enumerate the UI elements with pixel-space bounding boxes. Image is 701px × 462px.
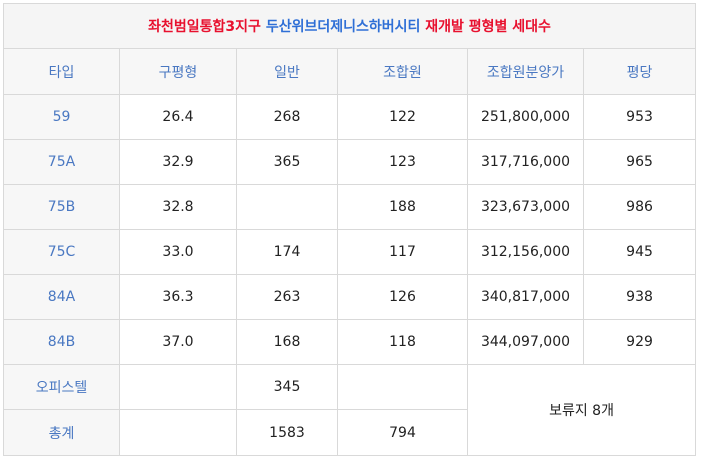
- cell-type: 75B: [3, 184, 120, 230]
- header-row: 타입 구평형 일반 조합원 조합원분양가 평당: [3, 48, 697, 95]
- header-old-pyeong: 구평형: [119, 48, 237, 95]
- table-row: 75B 32.8 188 323,673,000 986: [3, 184, 697, 230]
- cell-old-pyeong: 26.4: [119, 94, 237, 140]
- title-district: 좌천범일통합3지구: [148, 19, 261, 35]
- cell-member-empty: [337, 364, 468, 410]
- title-subject: 재개발 평형별 세대수: [425, 19, 551, 35]
- title-complex: 두산위브더제니스하버시티: [265, 19, 421, 35]
- cell-old-pyeong: 32.9: [119, 139, 237, 185]
- cell-old-pyeong-empty: [119, 409, 237, 456]
- cell-per-pyeong: 938: [582, 274, 697, 320]
- cell-member-price: 251,800,000: [467, 94, 584, 140]
- table-row: 75C 33.0 174 117 312,156,000 945: [3, 229, 697, 275]
- header-per-pyeong: 평당: [582, 48, 697, 95]
- cell-member: 188: [337, 184, 468, 230]
- cell-per-pyeong: 929: [582, 319, 697, 365]
- header-type: 타입: [3, 48, 120, 95]
- cell-member-price: 323,673,000: [467, 184, 584, 230]
- unit-count-table: 좌천범일통합3지구 두산위브더제니스하버시티 재개발 평형별 세대수 타입 구평…: [2, 3, 697, 456]
- cell-general: 268: [236, 94, 338, 140]
- cell-type: 84A: [3, 274, 120, 320]
- header-member-price: 조합원분양가: [467, 48, 584, 95]
- cell-per-pyeong: 953: [582, 94, 697, 140]
- table-row: 59 26.4 268 122 251,800,000 953: [3, 94, 697, 140]
- table-row: 84A 36.3 263 126 340,817,000 938: [3, 274, 697, 320]
- cell-member-price: 317,716,000: [467, 139, 584, 185]
- cell-type-officetel: 오피스텔: [3, 364, 120, 410]
- cell-general: 365: [236, 139, 338, 185]
- cell-type: 75C: [3, 229, 120, 275]
- cell-member-price: 344,097,000: [467, 319, 584, 365]
- table-row: 75A 32.9 365 123 317,716,000 965: [3, 139, 697, 185]
- table-container: 좌천범일통합3지구 두산위브더제니스하버시티 재개발 평형별 세대수 타입 구평…: [2, 3, 697, 456]
- cell-member: 118: [337, 319, 468, 365]
- total-row: 총계 1583 794: [3, 409, 696, 456]
- cell-member-price: 312,156,000: [467, 229, 584, 275]
- cell-member: 122: [337, 94, 468, 140]
- cell-per-pyeong: 965: [582, 139, 697, 185]
- cell-per-pyeong: 945: [582, 229, 697, 275]
- cell-general-officetel: 345: [236, 364, 338, 410]
- cell-old-pyeong-empty: [119, 364, 237, 410]
- cell-member: 126: [337, 274, 468, 320]
- cell-general-total: 1583: [236, 409, 338, 456]
- cell-old-pyeong: 36.3: [119, 274, 237, 320]
- cell-member-price: 340,817,000: [467, 274, 584, 320]
- table-row: 84B 37.0 168 118 344,097,000 929: [3, 319, 697, 365]
- cell-type: 59: [3, 94, 120, 140]
- cell-general: 174: [236, 229, 338, 275]
- cell-member: 117: [337, 229, 468, 275]
- table-title: 좌천범일통합3지구 두산위브더제니스하버시티 재개발 평형별 세대수: [2, 3, 697, 49]
- cell-member-total: 794: [337, 409, 468, 456]
- officetel-row: 오피스텔 345 보류지 8개: [3, 364, 697, 456]
- header-member: 조합원: [337, 48, 468, 95]
- cell-per-pyeong: 986: [582, 184, 697, 230]
- cell-general: 263: [236, 274, 338, 320]
- cell-type-total: 총계: [3, 409, 120, 456]
- cell-old-pyeong: 33.0: [119, 229, 237, 275]
- cell-type: 84B: [3, 319, 120, 365]
- cell-old-pyeong: 32.8: [119, 184, 237, 230]
- cell-general: 168: [236, 319, 338, 365]
- cell-member: 123: [337, 139, 468, 185]
- cell-type: 75A: [3, 139, 120, 185]
- cell-general: [236, 184, 338, 230]
- reserved-units: 보류지 8개: [466, 364, 697, 456]
- cell-old-pyeong: 37.0: [119, 319, 237, 365]
- header-general: 일반: [236, 48, 338, 95]
